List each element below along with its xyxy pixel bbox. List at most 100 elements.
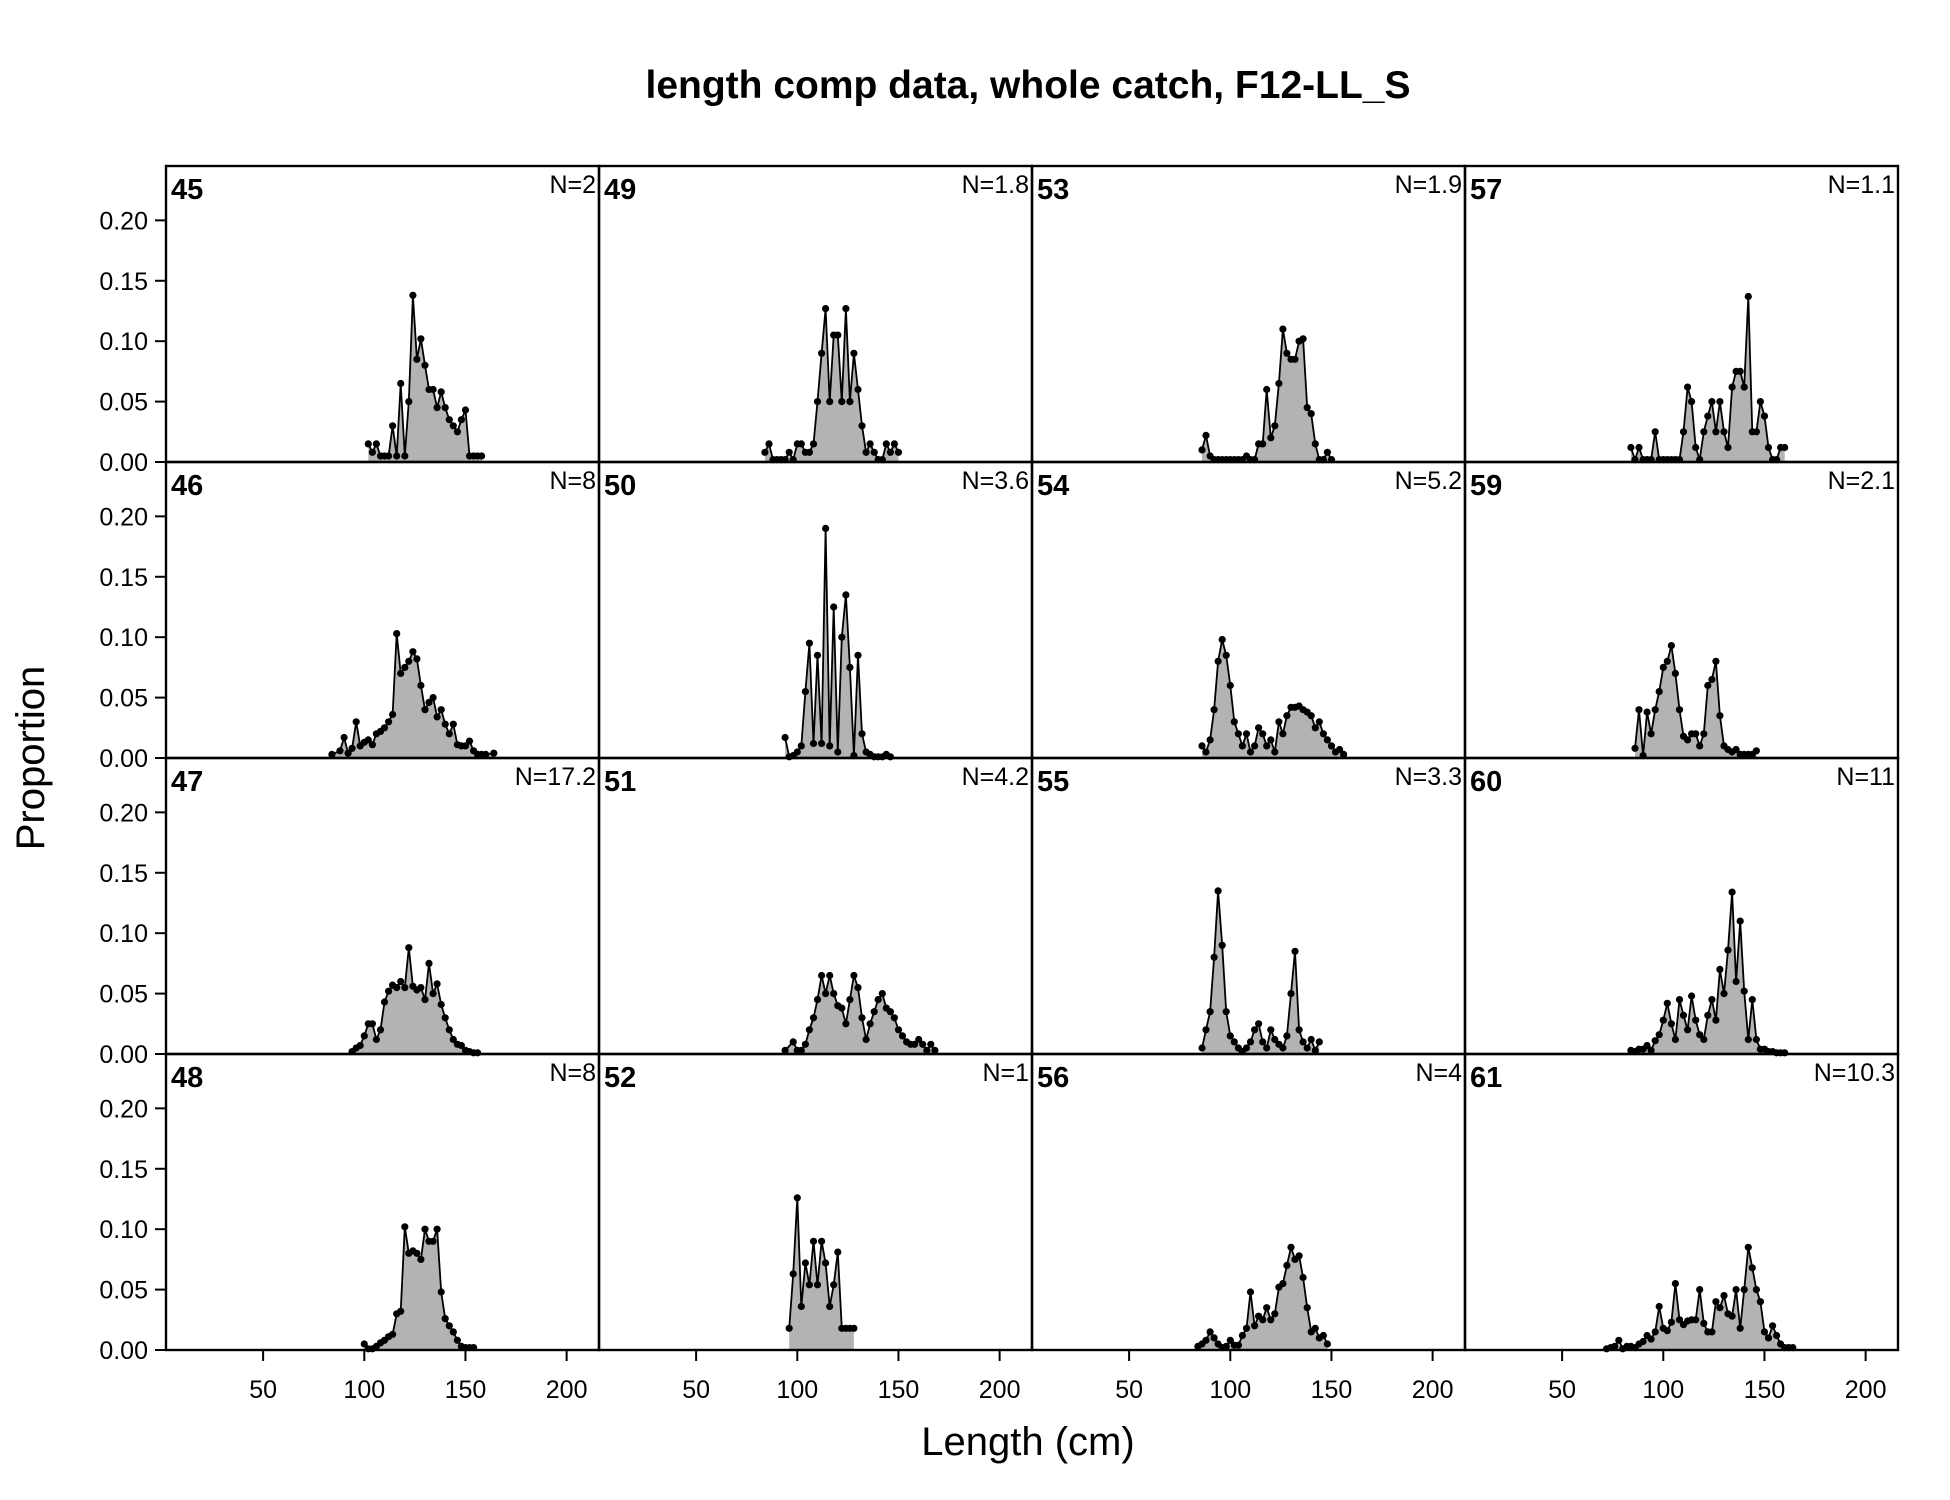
data-point bbox=[761, 448, 769, 456]
data-point bbox=[1259, 730, 1267, 738]
data-point bbox=[1218, 636, 1226, 644]
data-point bbox=[1764, 443, 1773, 452]
data-point bbox=[1206, 1008, 1214, 1016]
data-point bbox=[797, 1302, 805, 1311]
data-point bbox=[866, 1020, 874, 1028]
data-point bbox=[437, 388, 445, 396]
data-point bbox=[401, 663, 409, 672]
data-point bbox=[441, 720, 449, 728]
data-point bbox=[890, 1014, 899, 1022]
data-point bbox=[793, 1194, 801, 1202]
data-point bbox=[1323, 736, 1331, 744]
panel-label: 47 bbox=[171, 766, 203, 798]
panel-n-label: N=1.8 bbox=[962, 171, 1029, 199]
data-point bbox=[1708, 398, 1716, 406]
data-point bbox=[809, 440, 818, 448]
data-point bbox=[1251, 742, 1259, 750]
panel-label: 52 bbox=[604, 1062, 636, 1094]
data-point bbox=[765, 440, 773, 448]
data-point bbox=[1663, 1327, 1671, 1335]
data-point bbox=[813, 398, 822, 406]
data-point bbox=[818, 971, 826, 980]
data-point bbox=[1222, 1342, 1230, 1350]
data-point bbox=[1744, 1035, 1752, 1044]
data-point bbox=[441, 1315, 449, 1323]
data-point bbox=[417, 1255, 425, 1263]
data-point bbox=[1315, 718, 1323, 726]
panel-45-frame bbox=[164, 164, 601, 464]
data-point bbox=[1635, 706, 1643, 714]
data-point bbox=[801, 688, 810, 696]
data-point bbox=[1263, 1044, 1271, 1052]
y-tick-label: 0.15 bbox=[99, 1156, 148, 1184]
data-point bbox=[1283, 1032, 1291, 1040]
data-point bbox=[364, 736, 372, 744]
panel-49-area bbox=[764, 308, 899, 462]
data-point bbox=[1700, 428, 1708, 436]
data-point bbox=[417, 681, 425, 690]
data-point bbox=[393, 630, 401, 638]
data-point bbox=[1198, 1044, 1206, 1052]
data-point bbox=[1279, 1280, 1287, 1288]
data-point bbox=[1218, 941, 1226, 949]
data-point bbox=[1744, 292, 1752, 301]
data-point bbox=[1647, 730, 1655, 738]
data-point bbox=[397, 379, 405, 388]
data-point bbox=[854, 984, 862, 992]
x-tick-label: 100 bbox=[1209, 1376, 1251, 1404]
data-point bbox=[1275, 379, 1283, 388]
panel-45-area bbox=[368, 295, 482, 462]
panel-54-area bbox=[1202, 639, 1344, 758]
data-point bbox=[1271, 422, 1279, 430]
data-point bbox=[805, 448, 814, 456]
data-point bbox=[846, 996, 854, 1004]
x-tick-label: 50 bbox=[1548, 1376, 1576, 1404]
data-point bbox=[1319, 1331, 1327, 1340]
data-point bbox=[1267, 1026, 1275, 1034]
data-point bbox=[1263, 742, 1271, 750]
data-point bbox=[898, 1032, 907, 1040]
data-point bbox=[1671, 1280, 1679, 1288]
data-point bbox=[1319, 730, 1327, 738]
data-point bbox=[1748, 1264, 1756, 1272]
data-point bbox=[822, 990, 830, 998]
data-point bbox=[1740, 987, 1748, 995]
data-point bbox=[1283, 712, 1291, 720]
x-axis-label: Length (cm) bbox=[921, 1420, 1134, 1464]
data-point bbox=[862, 448, 870, 456]
data-point bbox=[401, 984, 409, 992]
data-point bbox=[785, 448, 793, 456]
data-point bbox=[1752, 747, 1760, 755]
data-point bbox=[1307, 712, 1315, 720]
data-point bbox=[1679, 428, 1688, 436]
data-point bbox=[490, 749, 498, 757]
data-point bbox=[858, 422, 866, 430]
panel-n-label: N=3.3 bbox=[1395, 763, 1462, 791]
data-point bbox=[445, 730, 453, 738]
data-point bbox=[1246, 1038, 1255, 1046]
data-point bbox=[1643, 1041, 1651, 1050]
data-point bbox=[409, 648, 417, 656]
data-point bbox=[1279, 1044, 1287, 1052]
data-point bbox=[1340, 750, 1348, 759]
data-point bbox=[842, 305, 850, 313]
data-point bbox=[818, 739, 826, 748]
data-point bbox=[842, 1020, 850, 1028]
data-point bbox=[465, 737, 474, 745]
data-point bbox=[862, 1035, 870, 1044]
data-point bbox=[1323, 1340, 1331, 1348]
panel-label: 49 bbox=[604, 174, 636, 206]
y-tick-label: 0.00 bbox=[99, 1041, 148, 1069]
panel-53-frame bbox=[1030, 164, 1467, 464]
panel-57-frame bbox=[1463, 164, 1900, 464]
panel-n-label: N=8 bbox=[549, 467, 596, 495]
data-point bbox=[1202, 431, 1210, 439]
data-point bbox=[421, 361, 429, 369]
data-point bbox=[1663, 999, 1671, 1007]
y-tick-label: 0.05 bbox=[99, 685, 148, 713]
panel-n-label: N=5.2 bbox=[1395, 467, 1462, 495]
data-point bbox=[449, 1035, 457, 1044]
data-point bbox=[1271, 748, 1279, 756]
data-point bbox=[826, 971, 834, 980]
data-point bbox=[1647, 1046, 1655, 1054]
